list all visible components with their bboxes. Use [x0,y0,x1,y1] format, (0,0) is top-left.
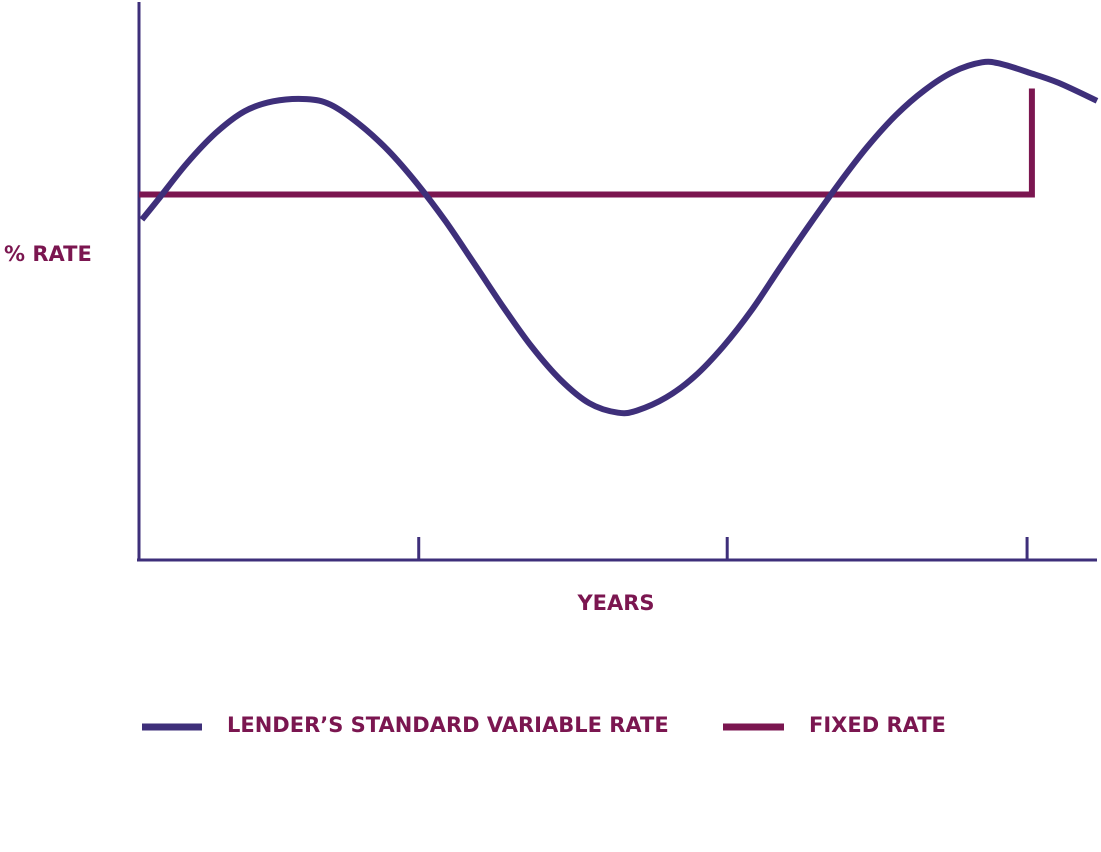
series-line-variable-rate [139,58,1099,417]
legend-label-fixed: FIXED RATE [809,713,946,737]
series-line-fixed-rate [139,88,1035,198]
legend-item-fixed: FIXED RATE [723,713,946,737]
legend-label-variable: LENDER’S STANDARD VARIABLE RATE [227,713,669,737]
legend-item-variable: LENDER’S STANDARD VARIABLE RATE [142,713,669,737]
axes [137,2,1097,562]
y-axis-label: % RATE [4,242,92,266]
legend: LENDER’S STANDARD VARIABLE RATE FIXED RA… [142,713,946,737]
series-layer [139,58,1099,417]
x-ticks [417,537,1029,560]
x-axis-label: YEARS [576,591,654,615]
